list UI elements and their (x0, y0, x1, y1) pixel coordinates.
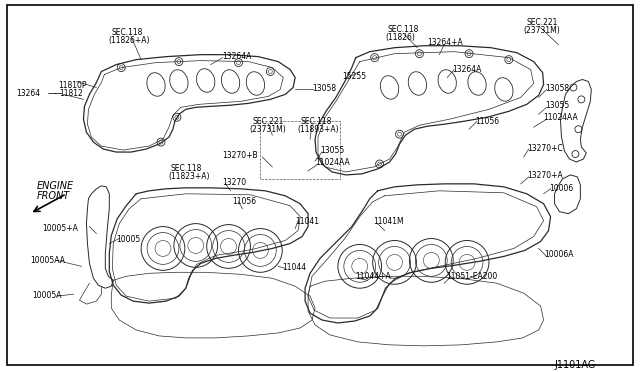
Text: 10006: 10006 (550, 184, 574, 193)
Text: 13270+A: 13270+A (527, 171, 563, 180)
Text: 13055: 13055 (545, 101, 570, 110)
Text: J1101AG: J1101AG (554, 360, 596, 370)
Text: 10005A: 10005A (32, 291, 61, 300)
Text: SEC.221: SEC.221 (527, 18, 558, 27)
Text: 11041: 11041 (295, 217, 319, 226)
Text: 13264A: 13264A (223, 52, 252, 61)
Text: (11823+A): (11823+A) (168, 172, 209, 181)
Text: 13270+C: 13270+C (527, 144, 563, 153)
Text: SEC.118: SEC.118 (388, 25, 419, 34)
Text: 10005AA: 10005AA (30, 256, 65, 265)
Text: 11024AA: 11024AA (543, 113, 579, 122)
Text: SEC.118: SEC.118 (111, 28, 143, 37)
Text: 10006A: 10006A (545, 250, 574, 259)
Text: FRONT: FRONT (36, 191, 70, 201)
Text: 11812: 11812 (60, 89, 83, 99)
Text: (11826+A): (11826+A) (108, 36, 150, 45)
Text: 10005: 10005 (116, 234, 141, 244)
Text: ——: —— (48, 89, 63, 99)
Text: 11024AA: 11024AA (315, 158, 350, 167)
Text: ENGINE: ENGINE (36, 181, 74, 191)
Text: 15255: 15255 (342, 71, 366, 81)
Text: 11044: 11044 (282, 263, 307, 272)
Text: 13270: 13270 (223, 178, 247, 187)
Text: SEC.118: SEC.118 (300, 117, 332, 126)
Text: 13264A: 13264A (452, 65, 481, 74)
Text: 13264+A: 13264+A (428, 38, 463, 47)
Text: 13270+B: 13270+B (223, 151, 258, 160)
Text: 13264: 13264 (16, 89, 40, 99)
Text: (11893+A): (11893+A) (297, 125, 339, 134)
Text: 13058: 13058 (312, 84, 336, 93)
Text: 11810P: 11810P (59, 81, 87, 90)
Text: 11044+A: 11044+A (355, 272, 390, 281)
Text: 11041M: 11041M (374, 217, 404, 226)
Text: (11826): (11826) (385, 33, 415, 42)
Text: 11051-EA200: 11051-EA200 (446, 272, 497, 281)
Text: 11056: 11056 (232, 197, 257, 206)
Text: 13055: 13055 (320, 146, 344, 155)
Text: 10005+A: 10005+A (42, 224, 77, 232)
Text: (23731M): (23731M) (250, 125, 286, 134)
Text: SEC.221: SEC.221 (252, 117, 284, 126)
Text: 13058: 13058 (545, 84, 570, 93)
Text: (23731M): (23731M) (524, 26, 561, 35)
Text: 11056: 11056 (475, 117, 499, 126)
Text: SEC.118: SEC.118 (171, 164, 202, 173)
